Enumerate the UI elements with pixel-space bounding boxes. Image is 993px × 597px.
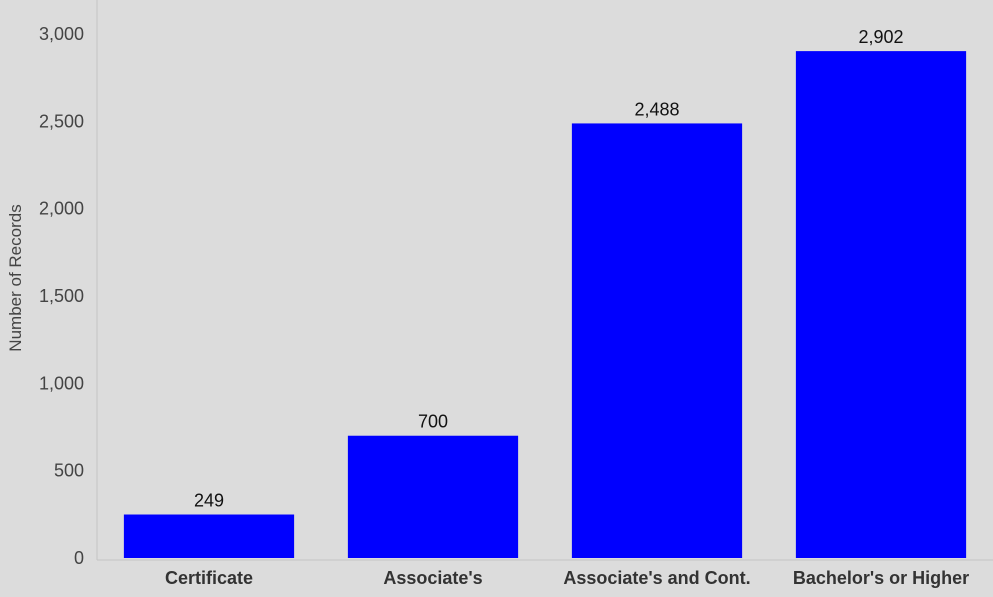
y-tick-label: 500 xyxy=(54,461,84,481)
y-tick-label: 1,500 xyxy=(39,286,84,306)
x-category-labels: Certificate Associate's Associate's and Co… xyxy=(165,568,969,588)
data-label: 700 xyxy=(418,412,448,432)
y-axis-title: Number of Records xyxy=(6,204,25,351)
data-label: 2,902 xyxy=(858,27,903,47)
x-category-label: Certificate xyxy=(165,568,253,588)
bar xyxy=(347,435,519,558)
bars xyxy=(123,51,967,559)
y-tick-label: 2,000 xyxy=(39,199,84,219)
x-category-label: Associate's and Cont. xyxy=(563,568,750,588)
y-ticks: 0 500 1,000 1,500 2,000 2,500 3,000 xyxy=(39,24,84,568)
bar xyxy=(795,51,967,558)
data-label: 249 xyxy=(194,491,224,511)
bar xyxy=(123,514,295,558)
y-tick-label: 2,500 xyxy=(39,111,84,131)
data-label: 2,488 xyxy=(634,99,679,119)
data-labels: 249 700 2,488 2,902 xyxy=(194,27,904,510)
y-tick-label: 3,000 xyxy=(39,24,84,44)
x-category-label: Associate's xyxy=(383,568,482,588)
y-tick-label: 0 xyxy=(74,548,84,568)
y-tick-label: 1,000 xyxy=(39,373,84,393)
bar xyxy=(571,123,743,559)
x-category-label: Bachelor's or Higher xyxy=(793,568,969,588)
